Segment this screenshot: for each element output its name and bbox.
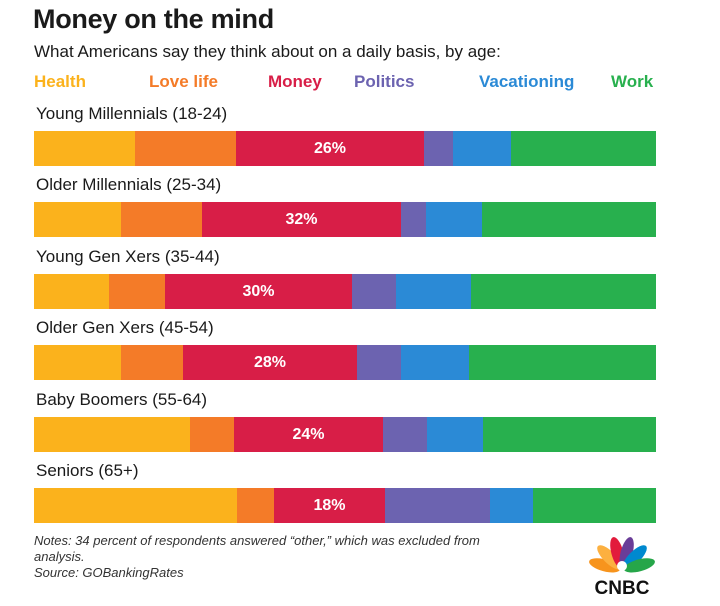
bar-segment-health	[34, 274, 109, 309]
bar-segment-vacationing	[401, 345, 469, 380]
bar-segment-politics	[385, 488, 490, 523]
chart-legend: Health Love life Money Politics Vacationing W…	[34, 72, 656, 96]
bar-segment-health	[34, 417, 190, 452]
bar-segment-money	[234, 417, 383, 452]
cnbc-logo: CNBC	[580, 528, 664, 599]
bar-segment-money	[274, 488, 385, 523]
bar-segment-money	[165, 274, 352, 309]
category-label: Older Gen Xers (45-54)	[36, 318, 214, 337]
bar-segment-love-life	[237, 488, 274, 523]
legend-item-vacationing: Vacationing	[479, 72, 575, 91]
bar-segment-vacationing	[453, 131, 511, 166]
logo-text: CNBC	[595, 578, 650, 598]
bar-segment-politics	[424, 131, 453, 166]
bar-segment-health	[34, 345, 121, 380]
bar-segment-politics	[357, 345, 401, 380]
bar-segment-vacationing	[427, 417, 483, 452]
category-label: Baby Boomers (55-64)	[36, 390, 208, 409]
bar-segment-health	[34, 488, 237, 523]
chart-notes: Notes: 34 percent of respondents answere…	[34, 533, 554, 581]
legend-item-work: Work	[611, 72, 654, 91]
data-label-money: 32%	[285, 211, 318, 228]
bar-row-seniors-65: 18%	[34, 488, 656, 523]
bar-segment-work	[533, 488, 656, 523]
bar-segment-politics	[401, 202, 426, 237]
bar-segment-vacationing	[490, 488, 533, 523]
bar-segment-politics	[383, 417, 427, 452]
bar-segment-money	[236, 131, 424, 166]
bar-row-older-millennials-25-34: 32%	[34, 202, 656, 237]
bar-segment-love-life	[121, 345, 183, 380]
notes-line-1: Notes: 34 percent of respondents answere…	[34, 533, 480, 548]
bar-segment-love-life	[109, 274, 165, 309]
bar-segment-money	[202, 202, 401, 237]
notes-line-2: analysis.	[34, 549, 85, 564]
bar-segment-work	[511, 131, 656, 166]
bar-segment-money	[183, 345, 357, 380]
bar-segment-vacationing	[396, 274, 471, 309]
bar-row-young-millennials-18-24: 26%	[34, 131, 656, 166]
bar-segment-work	[471, 274, 656, 309]
bar-segment-vacationing	[426, 202, 482, 237]
bar-segment-love-life	[135, 131, 236, 166]
bar-row-older-gen-xers-45-54: 28%	[34, 345, 656, 380]
bar-segment-health	[34, 131, 135, 166]
category-label: Young Millennials (18-24)	[36, 104, 228, 123]
category-label: Young Gen Xers (35-44)	[36, 247, 220, 266]
bar-segment-politics	[352, 274, 396, 309]
data-label-money: 30%	[242, 283, 275, 300]
bar-row-baby-boomers-55-64: 24%	[34, 417, 656, 452]
bar-segment-health	[34, 202, 121, 237]
category-label: Older Millennials (25-34)	[36, 175, 222, 194]
source-line: Source: GOBankingRates	[34, 565, 184, 580]
peacock-logo-icon: CNBC	[589, 537, 655, 599]
bar-segment-love-life	[121, 202, 202, 237]
data-label-money: 26%	[313, 140, 347, 157]
bar-segment-love-life	[190, 417, 234, 452]
bar-segment-work	[482, 202, 656, 237]
data-label-money: 28%	[253, 354, 287, 371]
bar-row-young-gen-xers-35-44: 30%	[34, 274, 656, 309]
category-label: Seniors (65+)	[36, 461, 139, 480]
chart-title: Money on the mind	[33, 4, 274, 34]
legend-item-love-life: Love life	[149, 72, 218, 91]
data-label-money: 18%	[313, 497, 346, 514]
data-label-money: 24%	[292, 426, 325, 443]
legend-item-money: Money	[268, 72, 322, 91]
bar-segment-work	[483, 417, 656, 452]
bar-segment-work	[469, 345, 656, 380]
legend-item-health: Health	[34, 72, 86, 91]
legend-item-politics: Politics	[354, 72, 415, 91]
chart-subtitle: What Americans say they think about on a…	[34, 42, 501, 61]
